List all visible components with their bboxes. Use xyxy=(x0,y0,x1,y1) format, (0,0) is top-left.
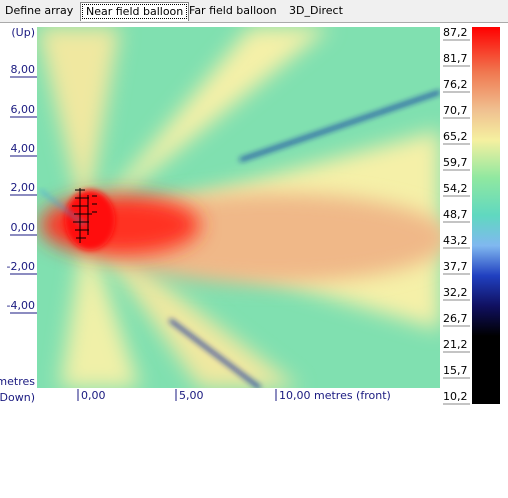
y-axis-label: -4,00 xyxy=(7,299,35,312)
x-axis-label: 5,00 xyxy=(179,389,204,402)
color-scale-label: 21,2 xyxy=(443,338,468,351)
color-scale-label: 37,7 xyxy=(443,260,468,273)
color-scale-label: 15,7 xyxy=(443,364,468,377)
tab-selected[interactable]: Near field balloon xyxy=(80,2,190,21)
y-axis-label: 2,00 xyxy=(11,181,36,194)
y-axis-label: (Up) xyxy=(11,26,35,39)
y-axis-label: 4,00 xyxy=(11,142,36,155)
tab[interactable]: 3D_Direct xyxy=(289,4,343,17)
y-axis-label: 6,00 xyxy=(11,103,36,116)
color-scale-label: 87,2 xyxy=(443,26,468,39)
x-axis-label: 10,00 metres (front) xyxy=(279,389,391,402)
tab-bar: Define array Near field balloon Far fiel… xyxy=(0,0,508,23)
color-scale-label: 48,7 xyxy=(443,208,468,221)
color-scale-label: 32,2 xyxy=(443,286,468,299)
color-scale-label: 10,2 xyxy=(443,390,468,403)
color-bar xyxy=(472,27,500,404)
color-scale-label: 26,7 xyxy=(443,312,468,325)
color-scale-label: 54,2 xyxy=(443,182,468,195)
y-axis-label: metres xyxy=(0,375,35,388)
x-axis-label: 0,00 xyxy=(81,389,106,402)
tab[interactable]: Far field balloon xyxy=(189,4,277,17)
y-axis-label: (Down) xyxy=(0,391,35,404)
color-scale-label: 76,2 xyxy=(443,78,468,91)
color-scale-label: 70,7 xyxy=(443,104,468,117)
color-scale-label: 81,7 xyxy=(443,52,468,65)
y-axis-label: -2,00 xyxy=(7,260,35,273)
plot-area: (Up) 8,00 6,00 4,00 2,00 0,00 -2,00 -4,00 metres… xyxy=(0,26,500,405)
color-scale-label: 65,2 xyxy=(443,130,468,143)
speaker-array xyxy=(72,188,97,243)
tab[interactable]: Define array xyxy=(5,4,74,17)
color-scale-label: 59,7 xyxy=(443,156,468,169)
color-scale-label: 43,2 xyxy=(443,234,468,247)
y-axis-label: 0,00 xyxy=(11,221,36,234)
y-axis-label: 8,00 xyxy=(11,63,36,76)
